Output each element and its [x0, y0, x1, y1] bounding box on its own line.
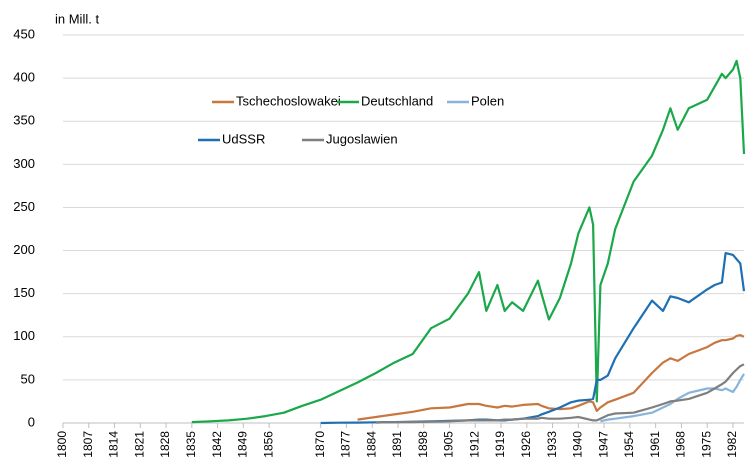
x-tick-label: 1912 [467, 431, 481, 458]
y-tick-label: 50 [21, 371, 35, 386]
y-tick-label: 150 [13, 285, 35, 300]
y-tick-label: 400 [13, 70, 35, 85]
x-tick-label: 1807 [81, 431, 95, 458]
x-tick-label: 1842 [210, 431, 224, 458]
x-tick-label: 1814 [107, 431, 121, 458]
legend-label: Jugoslawien [326, 131, 398, 146]
y-tick-label: 100 [13, 328, 35, 343]
x-tick-label: 1800 [55, 431, 69, 458]
x-tick-label: 1849 [236, 431, 250, 458]
y-tick-label: 300 [13, 156, 35, 171]
x-tick-label: 1982 [725, 431, 739, 458]
x-tick-label: 1821 [132, 431, 146, 458]
x-tick-label: 1919 [493, 431, 507, 458]
x-tick-label: 1905 [442, 431, 456, 458]
x-tick-label: 1884 [364, 431, 378, 458]
x-tick-label: 1891 [390, 431, 404, 458]
x-tick-label: 1940 [571, 431, 585, 458]
series-line [191, 59, 746, 424]
x-tick-label: 1856 [261, 431, 275, 458]
y-tick-label: 350 [13, 113, 35, 128]
y-tick-label: 250 [13, 199, 35, 214]
legend-label: Tschechoslowakei [236, 93, 341, 108]
x-tick-label: 1968 [674, 431, 688, 458]
x-tick-label: 1961 [648, 431, 662, 458]
y-tick-label: 450 [13, 26, 35, 41]
x-tick-label: 1898 [416, 431, 430, 458]
x-tick-label: 1947 [596, 431, 610, 458]
y-axis-label: in Mill. t [55, 11, 99, 26]
x-tick-label: 1975 [699, 431, 713, 458]
legend-label: Deutschland [361, 93, 433, 108]
x-tick-label: 1926 [519, 431, 533, 458]
x-tick-label: 1877 [339, 431, 353, 458]
series-line [357, 334, 745, 421]
legend-label: Polen [471, 93, 504, 108]
y-tick-label: 200 [13, 242, 35, 257]
x-tick-label: 1954 [622, 431, 636, 458]
x-tick-label: 1933 [545, 431, 559, 458]
y-tick-label: 0 [28, 414, 35, 429]
series-line [600, 373, 745, 423]
legend-label: UdSSR [222, 131, 265, 146]
series-line [375, 363, 745, 424]
x-tick-label: 1870 [313, 431, 327, 458]
x-tick-label: 1828 [158, 431, 172, 458]
x-tick-label: 1835 [184, 431, 198, 458]
